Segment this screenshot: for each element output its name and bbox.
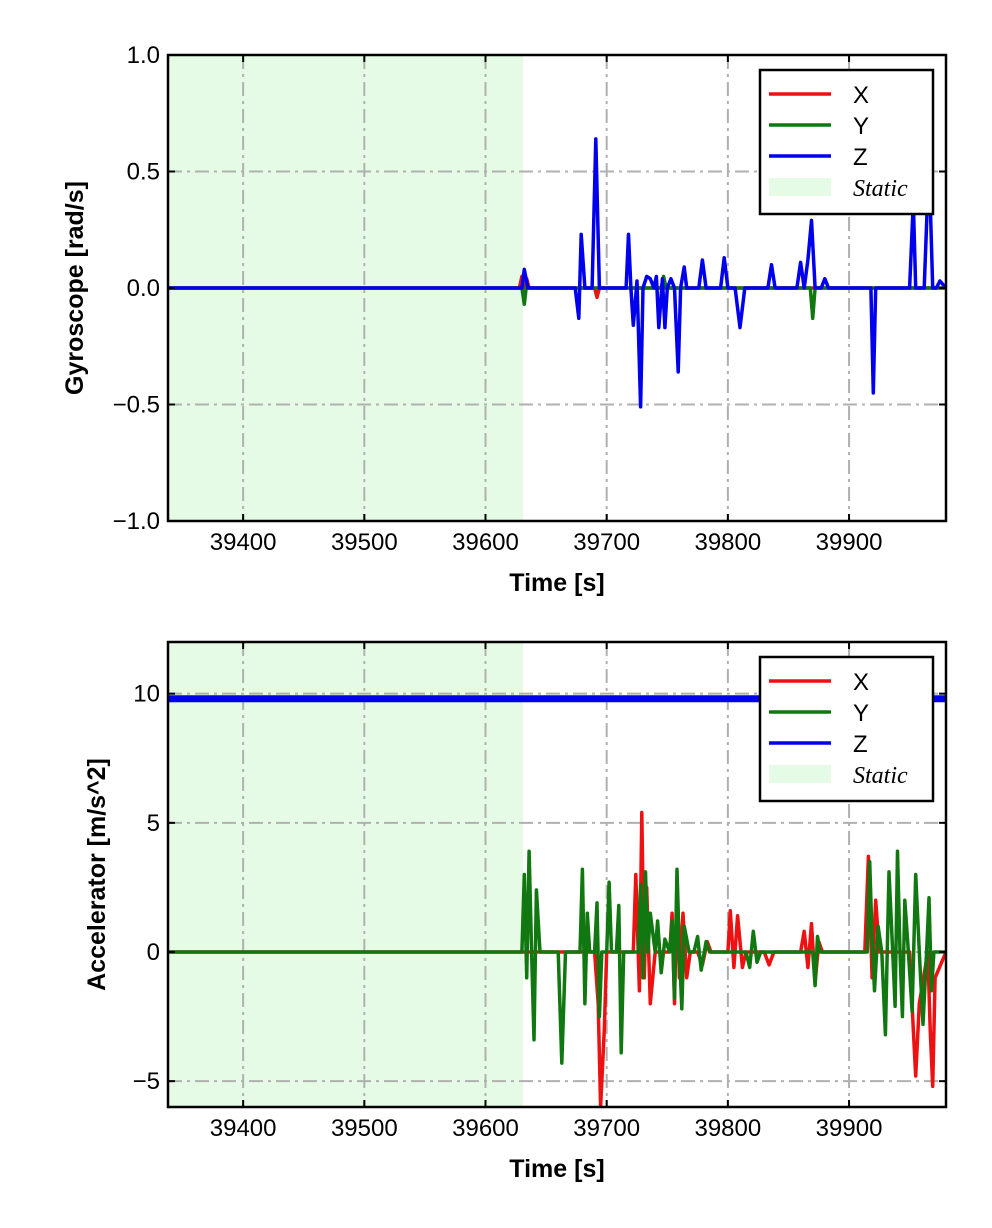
x-tick-label: 39800: [694, 1115, 761, 1142]
legend-label-static: Static: [853, 763, 908, 789]
y-tick-label: 0.0: [127, 275, 160, 302]
x-tick-label: 39900: [816, 529, 883, 556]
x-axis-label: Time [s]: [509, 569, 604, 597]
accelerator-chart: 39400 39500 39600 39700 39800 39900 −5 0 5 10 Time…: [83, 640, 948, 1183]
x-tick-label: 39800: [694, 529, 761, 556]
x-axis-label: Time [s]: [509, 1155, 604, 1183]
legend-label-z: Z: [853, 144, 868, 171]
plot-frame: [166, 640, 948, 1109]
y-tick-label: −5: [133, 1068, 160, 1095]
y-tick-label: 1.0: [127, 42, 160, 69]
x-tick-label: 39400: [210, 529, 277, 556]
legend-label-x: X: [853, 669, 869, 696]
y-axis-label: Gyroscope [rad/s]: [61, 181, 89, 395]
x-tick-label: 39500: [331, 529, 398, 556]
y-tick-label: 0: [147, 939, 160, 966]
legend-swatch-static: [769, 178, 831, 196]
y-tick-label: 0.5: [127, 159, 160, 186]
legend: XYZ Static: [758, 655, 935, 803]
y-tick-label: 5: [147, 810, 160, 837]
legend-label-y: Y: [853, 113, 869, 140]
x-tick-label: 39900: [816, 1115, 883, 1142]
y-tick-label: 10: [133, 681, 160, 708]
y-tick-label: −0.5: [113, 392, 160, 419]
x-tick-label: 39700: [573, 1115, 640, 1142]
x-tick-label: 39600: [452, 1115, 519, 1142]
series-z-line: [168, 137, 946, 409]
legend-label-z: Z: [853, 731, 868, 758]
series-y-line: [168, 849, 946, 1065]
legend-swatch-static: [769, 765, 831, 783]
x-tick-label: 39500: [331, 1115, 398, 1142]
x-tick-label: 39700: [573, 529, 640, 556]
y-axis-label: Accelerator [m/s^2]: [83, 758, 111, 991]
x-tick-label: 39600: [452, 529, 519, 556]
y-tick-label: −1.0: [113, 508, 160, 535]
legend-label-static: Static: [853, 176, 908, 202]
static-region: [168, 642, 524, 1107]
x-tick-label: 39400: [210, 1115, 277, 1142]
legend-label-y: Y: [853, 700, 869, 727]
gyroscope-chart: 39400 39500 39600 39700 39800 39900 −1.0 −0.5 0.…: [61, 42, 948, 597]
legend-label-x: X: [853, 82, 869, 109]
legend: XYZ Static: [758, 68, 935, 216]
